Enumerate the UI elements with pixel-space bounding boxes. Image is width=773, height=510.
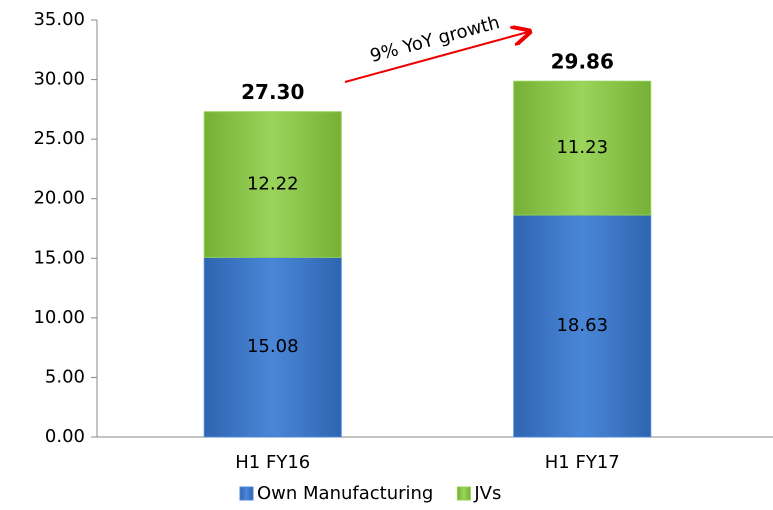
y-tick-label: 30.00 xyxy=(33,69,85,90)
x-tick-label: H1 FY17 xyxy=(545,452,620,473)
legend-swatch xyxy=(456,486,471,501)
bar-segment xyxy=(513,80,652,216)
value-label: 11.23 xyxy=(556,137,608,158)
bar-segment xyxy=(203,111,342,258)
y-tick-label: 15.00 xyxy=(33,247,85,268)
total-label: 27.30 xyxy=(241,80,304,104)
annotation: 9% YoY growth xyxy=(368,12,502,67)
y-tick-label: 20.00 xyxy=(33,188,85,209)
y-tick-label: 25.00 xyxy=(33,128,85,149)
growth-arrow xyxy=(344,32,528,83)
bar-segment xyxy=(203,256,342,438)
x-tick-label: H1 FY16 xyxy=(235,452,310,473)
legend-label: JVs xyxy=(473,483,501,504)
y-tick-label: 35.00 xyxy=(33,9,85,30)
legend-label: Own Manufacturing xyxy=(257,483,433,504)
total-label: 29.86 xyxy=(551,50,614,74)
y-tick-label: 10.00 xyxy=(33,307,85,328)
value-label: 15.08 xyxy=(247,336,299,357)
value-label: 18.63 xyxy=(556,315,608,336)
y-tick-label: 0.00 xyxy=(45,426,85,447)
value-label: 12.22 xyxy=(247,174,299,195)
y-tick-label: 5.00 xyxy=(45,366,85,387)
bar-segment xyxy=(513,214,652,438)
legend-swatch xyxy=(239,486,254,501)
